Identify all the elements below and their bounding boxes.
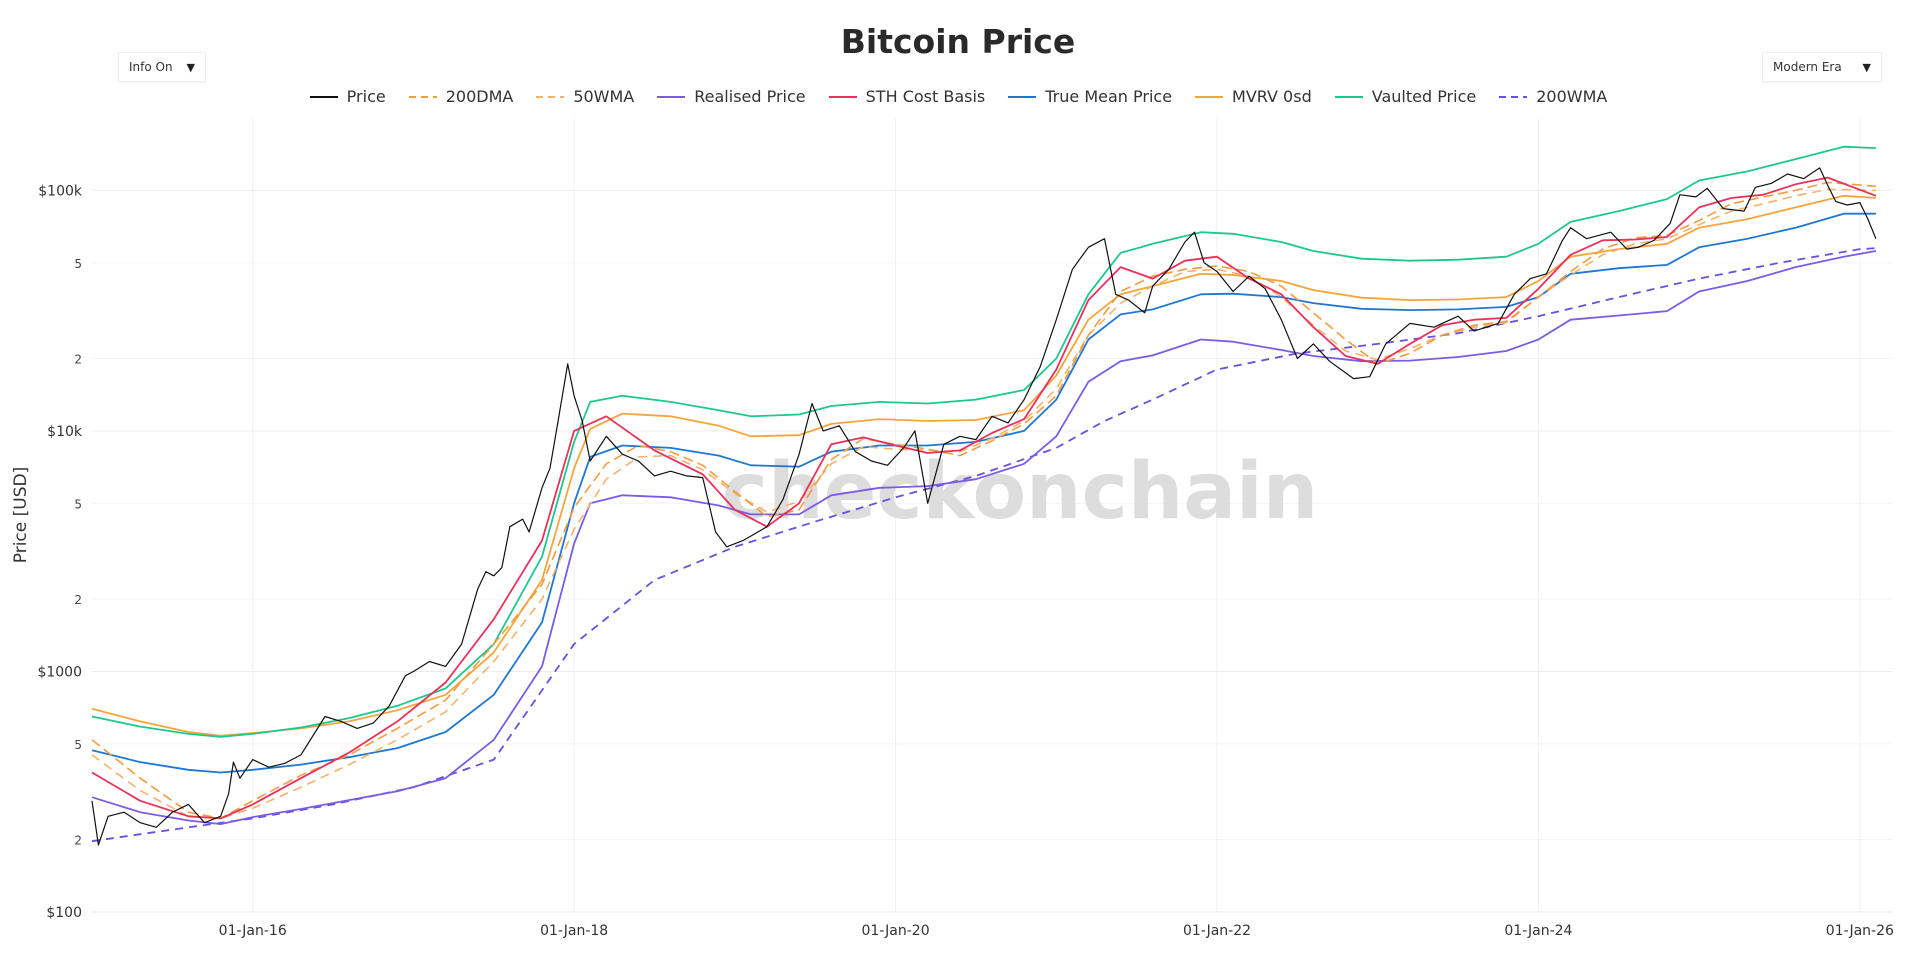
chart-title: Bitcoin Price (840, 22, 1076, 61)
series-line-200wma[interactable] (91, 247, 1876, 843)
y-tick-label: $100k (38, 183, 83, 199)
legend-swatch (309, 95, 338, 98)
legend-label: 200DMA (445, 87, 514, 106)
era-select-label: Modern Era (1773, 60, 1842, 74)
chevron-down-icon: ▼ (1862, 60, 1871, 74)
chevron-down-icon: ▼ (186, 60, 195, 74)
legend-swatch (408, 95, 437, 98)
era-select-dropdown[interactable]: Modern Era ▼ (1762, 52, 1882, 82)
legend-swatch (1195, 95, 1224, 98)
y-tick-label: 2 (74, 834, 82, 848)
legend-item-realised-price[interactable]: Realised Price (656, 87, 806, 106)
legend-item-vaulted-price[interactable]: Vaulted Price (1334, 87, 1476, 106)
legend-item-200dma[interactable]: 200DMA (408, 87, 514, 106)
x-axis: 01-Jan-16 01-Jan-18 01-Jan-20 01-Jan-22 01-J… (219, 923, 1894, 939)
legend-item-price[interactable]: Price (309, 87, 386, 106)
y-axis-title: Price [USD] (11, 467, 31, 563)
legend-label: STH Cost Basis (865, 87, 986, 106)
legend-label: 200WMA (1536, 87, 1608, 106)
series-line-vaulted-price[interactable] (91, 145, 1876, 738)
grid-lines (92, 118, 1892, 913)
y-axis: $100 2 5 $1000 2 5 $10k 2 5 $100k (37, 183, 82, 921)
legend-item-50wma[interactable]: 50WMA (535, 87, 634, 106)
legend-item-mvrv-0sd[interactable]: MVRV 0sd (1194, 87, 1312, 106)
legend-item-200wma[interactable]: 200WMA (1498, 87, 1607, 106)
y-tick-label: 5 (74, 497, 82, 511)
series-line-sth-cost-basis[interactable] (91, 176, 1877, 820)
x-tick-label: 01-Jan-24 (1504, 923, 1572, 939)
series-line-realised-price[interactable] (91, 250, 1877, 825)
y-tick-label: $100 (46, 905, 82, 921)
legend-swatch (1008, 95, 1037, 98)
legend-swatch (657, 95, 686, 98)
legend-item-true-mean-price[interactable]: True Mean Price (1007, 87, 1172, 106)
legend-swatch (828, 95, 857, 98)
y-tick-label: 2 (74, 593, 82, 607)
y-tick-label: $1000 (37, 664, 82, 680)
series-line-200dma[interactable] (91, 181, 1876, 820)
legend-label: Vaulted Price (1371, 87, 1477, 106)
series-line-price[interactable] (91, 167, 1877, 846)
x-tick-label: 01-Jan-22 (1183, 923, 1251, 939)
legend-swatch (536, 95, 565, 98)
y-tick-label: 5 (74, 738, 82, 752)
chart-legend: Price 200DMA 50WMA Realised Price STH Cost B… (0, 87, 1916, 106)
y-tick-label: $10k (47, 424, 83, 440)
x-tick-label: 01-Jan-16 (219, 923, 287, 939)
x-tick-label: 01-Jan-18 (540, 923, 608, 939)
x-tick-label: 01-Jan-20 (862, 923, 930, 939)
y-tick-label: 2 (74, 353, 82, 367)
info-toggle-label: Info On (129, 60, 173, 74)
legend-label: Realised Price (694, 87, 806, 106)
legend-label: 50WMA (573, 87, 635, 106)
legend-label: Price (346, 87, 386, 106)
series-group (91, 145, 1877, 846)
info-toggle-dropdown[interactable]: Info On ▼ (118, 52, 206, 82)
legend-swatch (1499, 95, 1528, 98)
legend-item-sth-cost-basis[interactable]: STH Cost Basis (828, 87, 986, 106)
series-line-50wma[interactable] (91, 188, 1876, 820)
legend-swatch (1334, 95, 1363, 98)
legend-label: True Mean Price (1045, 87, 1173, 106)
y-tick-label: 5 (74, 257, 82, 271)
legend-label: MVRV 0sd (1232, 87, 1312, 106)
x-tick-label: 01-Jan-26 (1826, 923, 1894, 939)
